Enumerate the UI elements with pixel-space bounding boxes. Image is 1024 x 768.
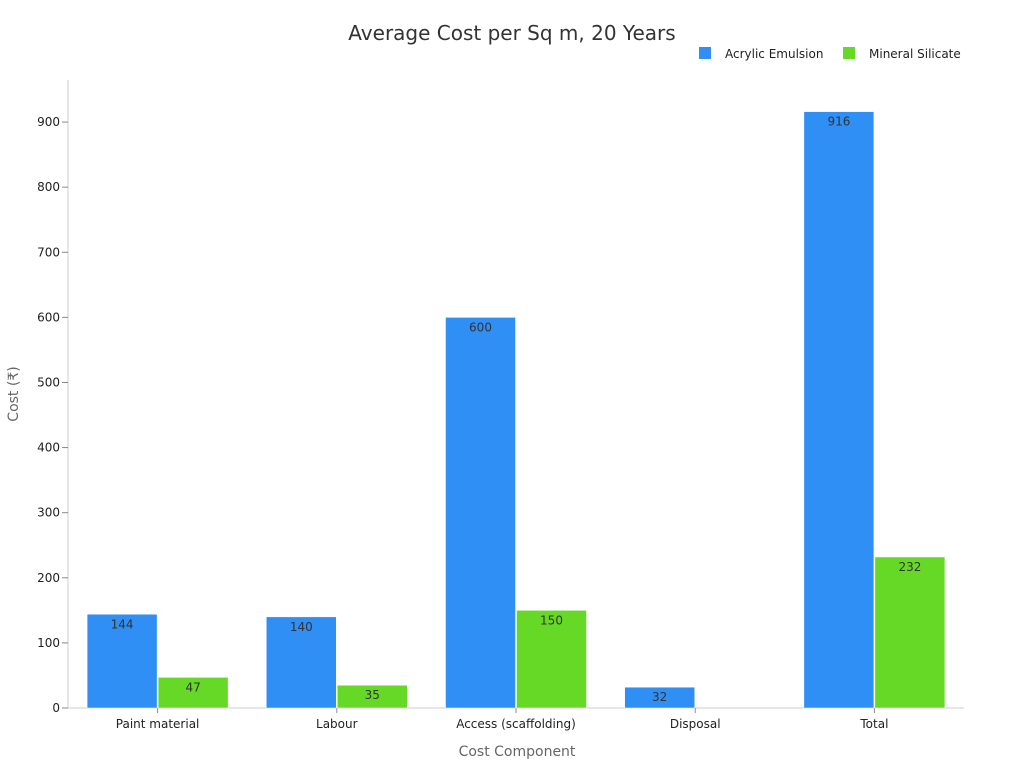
legend: Acrylic Emulsion Mineral Silicate [699, 47, 961, 61]
y-tick-label: 300 [37, 506, 60, 520]
y-axis-title: Cost (₹) [6, 366, 22, 421]
x-tick-label: Paint material [116, 717, 200, 731]
y-tick-label: 800 [37, 180, 60, 194]
y-tick-label: 400 [37, 441, 60, 455]
legend-swatch [699, 47, 711, 59]
bar [157, 677, 229, 709]
y-tick-label: 0 [52, 701, 60, 715]
bar [86, 614, 158, 709]
chart-title: Average Cost per Sq m, 20 Years [348, 21, 675, 45]
bar-value-label: 916 [827, 115, 850, 129]
bar-value-label: 47 [185, 680, 200, 694]
y-axis: 0 100 200 300 400 500 600 700 800 900 [37, 80, 69, 715]
x-axis-title: Cost Component [459, 744, 576, 760]
y-tick-label: 700 [37, 245, 60, 259]
bar [874, 556, 946, 709]
x-tick-label: Disposal [670, 717, 721, 731]
y-tick-label: 900 [37, 115, 60, 129]
bar-value-label: 232 [898, 560, 921, 574]
bar-value-label: 32 [652, 690, 667, 704]
y-tick-label: 500 [37, 375, 60, 389]
bar [445, 317, 516, 709]
bar [516, 610, 587, 709]
bar-value-label: 144 [111, 617, 134, 631]
bar-value-label: 140 [290, 620, 313, 634]
bar [266, 616, 337, 709]
y-tick-label: 600 [37, 310, 60, 324]
y-tick-label: 200 [37, 571, 60, 585]
y-tick-label: 100 [37, 636, 60, 650]
legend-label: Acrylic Emulsion [725, 47, 823, 61]
legend-swatch [843, 47, 855, 59]
bar [624, 686, 695, 709]
x-tick-label: Labour [316, 717, 358, 731]
x-tick-label: Total [859, 717, 888, 731]
bar [337, 684, 408, 709]
bar [803, 111, 875, 709]
bars [86, 111, 946, 709]
bar-value-label: 150 [540, 613, 563, 627]
bar-value-label: 35 [365, 688, 380, 702]
x-tick-label: Access (scaffolding) [456, 717, 576, 731]
bar-value-label: 600 [469, 320, 492, 334]
legend-label: Mineral Silicate [869, 47, 961, 61]
x-axis: Paint material Labour Access (scaffolding)… [68, 707, 964, 731]
data-labels: 144 47 140 35 600 150 32 916 232 [111, 115, 922, 705]
